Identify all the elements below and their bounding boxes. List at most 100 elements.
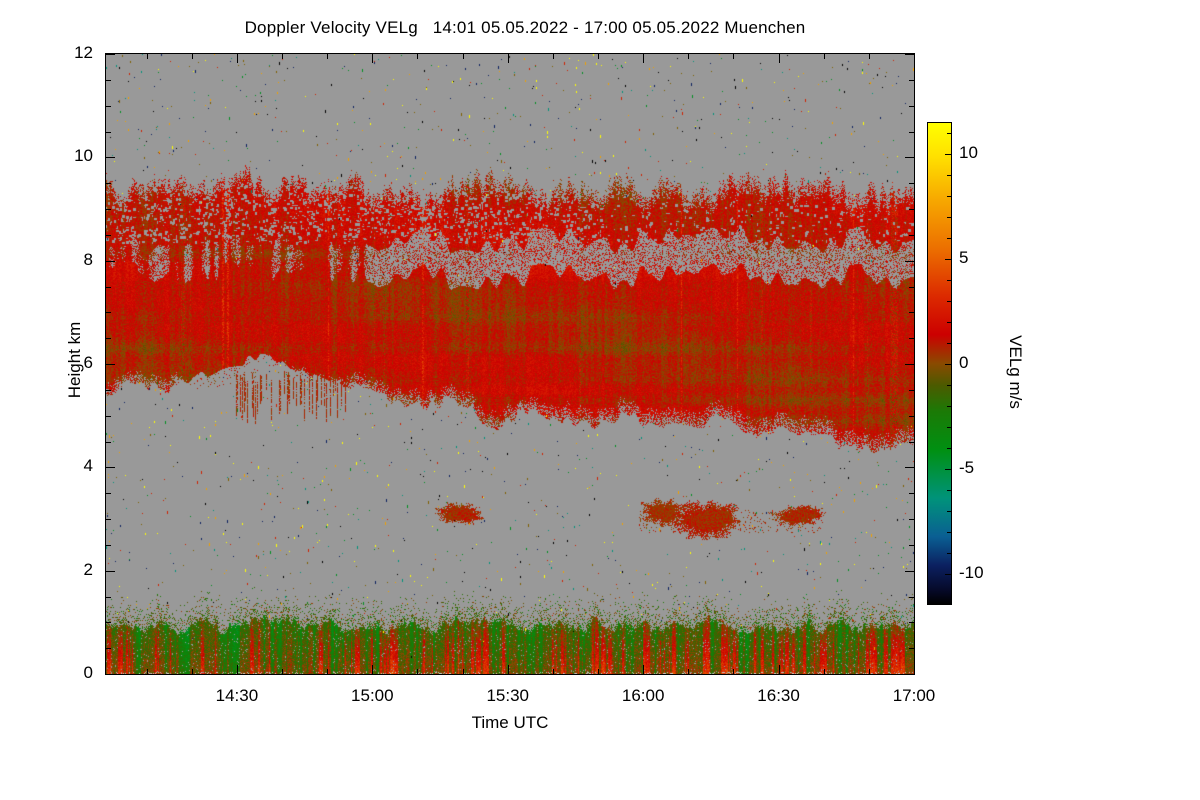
colorbar-minor-tick bbox=[947, 531, 951, 533]
colorbar-minor-tick bbox=[947, 174, 951, 176]
y-axis-minor-tick bbox=[106, 286, 111, 288]
y-axis-minor-tick bbox=[106, 105, 111, 107]
heatmap-plot-area bbox=[105, 53, 915, 675]
x-axis-tick bbox=[914, 665, 915, 674]
y-axis-minor-tick bbox=[106, 493, 111, 495]
y-axis-tick-label: 8 bbox=[83, 249, 93, 269]
x-axis-tick bbox=[507, 665, 509, 674]
y-axis-minor-tick bbox=[106, 519, 111, 520]
colorbar-tick-label: 5 bbox=[959, 247, 969, 267]
page-title: Doppler Velocity VELg 14:01 05.05.2022 -… bbox=[244, 18, 806, 37]
x-axis-minor-tick bbox=[191, 669, 193, 674]
y-axis-minor-tick bbox=[106, 234, 111, 236]
y-axis-tick bbox=[905, 157, 914, 159]
y-axis-minor-tick bbox=[106, 441, 111, 443]
colorbar-minor-tick bbox=[947, 552, 951, 554]
x-axis-minor-tick bbox=[417, 669, 419, 674]
x-axis-tick-label: 16:00 bbox=[621, 686, 665, 705]
colorbar-minor-tick bbox=[947, 132, 951, 134]
y-axis-minor-tick bbox=[106, 622, 111, 624]
y-axis-minor-tick bbox=[909, 493, 914, 495]
y-axis-minor-tick bbox=[106, 312, 111, 314]
y-axis-minor-tick bbox=[106, 544, 111, 546]
y-axis-minor-tick bbox=[106, 79, 111, 81]
doppler-velocity-heatmap bbox=[106, 54, 914, 674]
colorbar-tick-label: 10 bbox=[959, 142, 978, 162]
x-axis-tick bbox=[507, 54, 509, 63]
colorbar-tick-label: 0 bbox=[959, 352, 969, 372]
y-axis-tick bbox=[106, 157, 115, 159]
colorbar-minor-tick bbox=[947, 216, 951, 218]
x-axis-minor-tick bbox=[733, 54, 735, 59]
y-axis-tick bbox=[905, 570, 914, 572]
x-axis-tick bbox=[643, 54, 645, 63]
colorbar-tick bbox=[945, 573, 951, 575]
x-axis-minor-tick bbox=[462, 54, 464, 59]
colorbar-minor-tick bbox=[947, 426, 951, 428]
y-axis-minor-tick bbox=[106, 415, 111, 417]
y-axis-tick-label: 10 bbox=[74, 146, 93, 166]
colorbar-minor-tick bbox=[947, 342, 951, 344]
colorbar-minor-tick bbox=[947, 300, 951, 302]
colorbar-tick bbox=[945, 468, 951, 470]
y-axis-tick bbox=[106, 570, 115, 572]
colorbar-minor-tick bbox=[947, 237, 951, 239]
colorbar-tick bbox=[945, 363, 951, 365]
x-axis-tick bbox=[372, 665, 374, 674]
y-axis-minor-tick bbox=[106, 338, 111, 340]
colorbar-tick-label: -5 bbox=[959, 457, 975, 477]
y-axis-minor-tick bbox=[909, 183, 914, 185]
y-axis-tick bbox=[905, 364, 914, 365]
y-axis-minor-tick bbox=[909, 648, 914, 650]
y-axis-tick bbox=[905, 260, 914, 262]
colorbar-minor-tick bbox=[947, 510, 951, 512]
x-axis-minor-tick bbox=[327, 54, 329, 59]
y-axis-minor-tick bbox=[909, 79, 914, 81]
colorbar-tick-label: -10 bbox=[959, 562, 984, 582]
x-axis-minor-tick bbox=[282, 54, 284, 59]
x-axis-minor-tick bbox=[462, 669, 464, 674]
y-axis-tick bbox=[905, 54, 914, 55]
x-axis-tick-label: 16:30 bbox=[757, 686, 800, 705]
x-axis-tick bbox=[236, 665, 238, 674]
y-axis-minor-tick bbox=[909, 441, 914, 443]
colorbar-minor-tick bbox=[947, 447, 951, 449]
y-axis-minor-tick bbox=[909, 131, 914, 133]
x-axis-minor-tick bbox=[417, 54, 419, 59]
x-axis-minor-tick bbox=[868, 669, 870, 674]
y-axis-tick bbox=[905, 467, 914, 469]
x-axis-tick bbox=[914, 54, 915, 63]
x-axis-minor-tick bbox=[868, 54, 870, 59]
x-axis-title: Time UTC bbox=[471, 713, 549, 732]
y-axis-minor-tick bbox=[106, 648, 111, 650]
y-axis-minor-tick bbox=[909, 105, 914, 107]
colorbar bbox=[927, 122, 952, 605]
x-axis-minor-tick bbox=[733, 669, 735, 674]
y-axis-tick bbox=[106, 364, 115, 365]
x-axis-tick bbox=[372, 54, 374, 63]
x-axis-minor-tick bbox=[598, 54, 600, 59]
y-axis-minor-tick bbox=[106, 389, 111, 391]
y-axis-tick-label: 4 bbox=[83, 456, 93, 476]
y-axis-tick bbox=[106, 674, 115, 675]
colorbar-tick bbox=[945, 258, 951, 260]
x-axis-minor-tick bbox=[598, 669, 600, 674]
colorbar-tick bbox=[945, 153, 951, 155]
colorbar-gradient bbox=[928, 123, 951, 604]
y-axis-minor-tick bbox=[909, 519, 914, 520]
x-axis-tick bbox=[236, 54, 238, 63]
y-axis-minor-tick bbox=[909, 596, 914, 598]
y-axis-minor-tick bbox=[909, 389, 914, 391]
colorbar-title: VELg m/s bbox=[1006, 335, 1025, 409]
y-axis-minor-tick bbox=[909, 312, 914, 314]
x-axis-tick-label: 15:00 bbox=[351, 686, 394, 705]
y-axis-minor-tick bbox=[909, 234, 914, 236]
x-axis-minor-tick bbox=[552, 54, 554, 59]
y-axis-tick-label: 0 bbox=[83, 663, 93, 682]
y-axis-tick-label: 12 bbox=[74, 43, 93, 62]
colorbar-minor-tick bbox=[947, 279, 951, 281]
colorbar-minor-tick bbox=[947, 489, 951, 491]
y-axis-tick bbox=[106, 260, 115, 262]
y-axis-tick bbox=[905, 674, 914, 675]
colorbar-minor-tick bbox=[947, 321, 951, 323]
